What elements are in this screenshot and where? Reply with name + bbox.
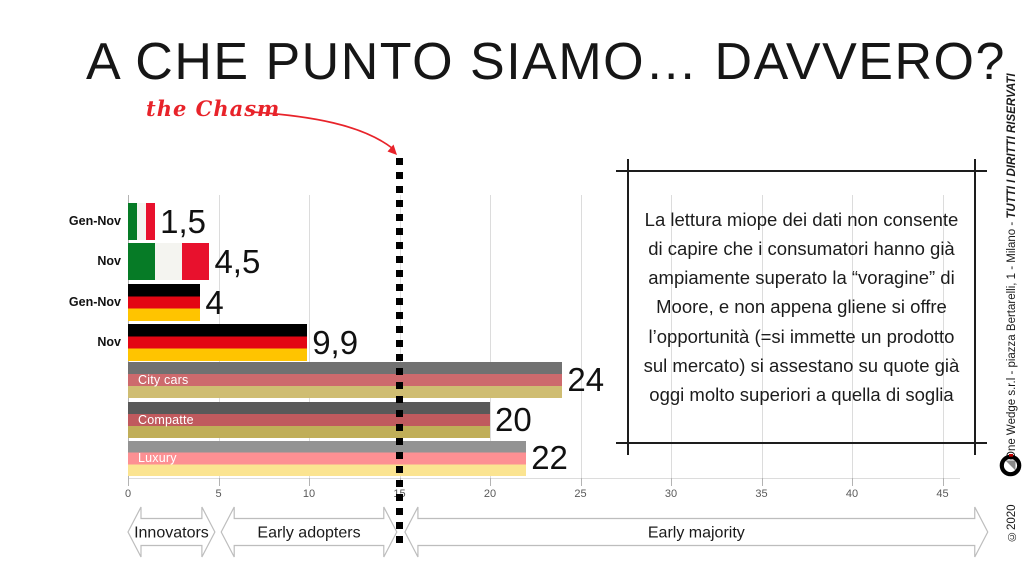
axis-tick-label: 40 <box>845 488 859 500</box>
note-box: La lettura miope dei dati non consente d… <box>616 159 987 455</box>
chasm-line-dot <box>396 200 403 207</box>
axis-tick <box>218 478 220 486</box>
bar: Compatte <box>128 401 490 438</box>
row-label: Gen-Nov <box>68 294 121 309</box>
note-box-border-right <box>974 159 976 455</box>
chasm-line-dot <box>396 326 403 333</box>
axis-tick-label: 20 <box>483 488 497 500</box>
gridline <box>671 195 672 478</box>
note-box-border-bottom <box>616 442 987 444</box>
chasm-line-dot <box>396 214 403 221</box>
rights-reserved-text: TUTTI I DIRITTI RISERVATI <box>1006 73 1018 219</box>
chasm-line-dot <box>396 452 403 459</box>
chasm-line-dot <box>396 480 403 487</box>
chasm-line-dot <box>396 228 403 235</box>
chasm-line-dot <box>396 340 403 347</box>
bar <box>128 323 308 361</box>
chasm-line-dot <box>396 438 403 445</box>
chasm-line-dot <box>396 494 403 501</box>
page-title: A CHE PUNTO SIAMO… DAVVERO? <box>86 33 1006 91</box>
bar <box>128 283 201 321</box>
chasm-line-dot <box>396 382 403 389</box>
chasm-line-dot <box>396 466 403 473</box>
chasm-line-dot <box>396 172 403 179</box>
axis-tick <box>761 478 763 486</box>
chasm-line-dot <box>396 186 403 193</box>
chasm-line-dot <box>396 368 403 375</box>
row-label: Nov <box>97 254 121 268</box>
bar <box>128 243 210 280</box>
bar-value-label: 9,9 <box>312 323 359 361</box>
bar-value-label: 4 <box>205 283 224 321</box>
gridline <box>490 195 491 478</box>
axis-tick-label: 5 <box>215 488 222 500</box>
axis-tick <box>490 478 491 486</box>
chasm-line-dot <box>396 284 403 291</box>
chasm-line-dot <box>396 424 403 431</box>
bar-value-label: 24 <box>567 361 605 398</box>
credits-address: One Wedge s.r.l - piazza Bertarelli, 1 -… <box>1006 218 1018 460</box>
gridline <box>942 195 944 478</box>
chasm-line-dot <box>396 508 403 515</box>
chasm-line-dot <box>396 242 403 249</box>
gridline <box>580 195 582 478</box>
chasm-line-dot <box>396 256 403 263</box>
chasm-line-dot <box>396 298 403 305</box>
chasm-line-dot <box>396 158 403 165</box>
row-label: Gen-Nov <box>68 214 121 228</box>
copyright-text: ©2020 <box>1006 504 1018 542</box>
chasm-line-dot <box>396 312 403 319</box>
axis-tick-label: 45 <box>936 488 949 500</box>
one-wedge-logo-icon <box>999 454 1022 477</box>
note-box-border-top <box>616 170 987 172</box>
axis-tick <box>671 478 672 486</box>
bar-value-label: 22 <box>531 439 568 476</box>
bar-value-label: 1,5 <box>160 203 207 240</box>
bar-value-label: 20 <box>495 400 532 438</box>
gridline <box>761 195 763 478</box>
chasm-line-dot <box>396 396 403 403</box>
row-label: Nov <box>97 334 121 349</box>
axis-tick-label: 30 <box>664 488 678 500</box>
bar-inside-label: Compatte <box>138 412 194 427</box>
gridline <box>309 195 310 478</box>
axis-tick-label: 10 <box>302 488 316 500</box>
axis-tick <box>580 478 582 486</box>
axis-tick-label: 35 <box>755 488 768 500</box>
bar: Luxury <box>128 441 527 476</box>
axis-tick <box>309 478 310 486</box>
gridline <box>399 195 401 478</box>
chasm-line-dot <box>396 522 403 529</box>
axis-tick-label: 25 <box>574 488 587 500</box>
bar-inside-label: Luxury <box>138 451 177 466</box>
chasm-line-dot <box>396 410 403 417</box>
note-box-border-left <box>627 159 629 455</box>
bar-inside-label: City cars <box>138 372 189 387</box>
axis-tick <box>852 478 853 486</box>
gridline <box>852 195 853 478</box>
x-axis-line <box>128 478 960 479</box>
axis-tick-label: 0 <box>124 488 132 500</box>
bar <box>128 203 156 240</box>
chasm-line-dot <box>396 354 403 361</box>
axis-tick <box>128 478 129 486</box>
credits-text: One Wedge s.r.l - piazza Bertarelli, 1 -… <box>1006 8 1018 460</box>
bar-value-label: 4,5 <box>214 243 261 280</box>
bar: City cars <box>128 362 563 398</box>
axis-tick <box>942 478 944 486</box>
chasm-line-dot <box>396 270 403 277</box>
chasm-line-dot <box>396 536 403 543</box>
note-text: La lettura miope dei dati non consente d… <box>643 208 960 406</box>
